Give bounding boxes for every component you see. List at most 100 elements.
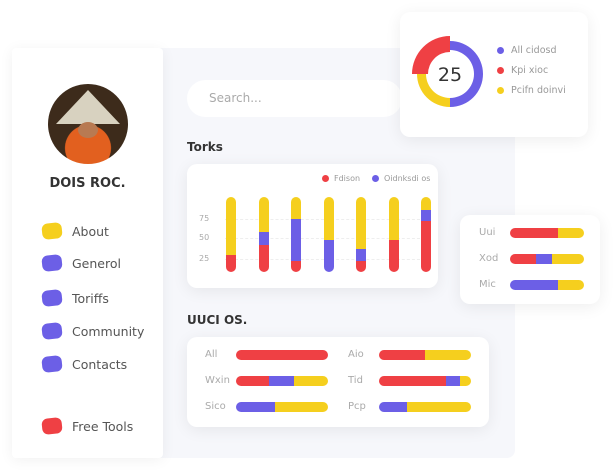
bar: [258, 197, 269, 272]
bar: [323, 197, 334, 272]
bar-label: Wxin: [205, 375, 230, 386]
bar: [421, 197, 431, 272]
bar-segment: [356, 260, 366, 272]
bar-segment: [379, 349, 425, 360]
sidebar-item-toriffs[interactable]: Toriffs: [41, 288, 109, 308]
torks-chart: Fdison Oidnksdi os 75 50 25: [187, 164, 438, 288]
bar-label: Xod: [479, 253, 499, 264]
nav-blob-icon: [41, 416, 63, 436]
bar-segment: [379, 375, 447, 386]
y-tick: 50: [199, 233, 210, 242]
bar-segment: [258, 197, 269, 232]
legend-label: Kpi xioc: [511, 65, 549, 76]
bar-label: Pcp: [348, 401, 366, 412]
bar-segment: [421, 209, 431, 221]
bar-row: Mic: [479, 279, 584, 290]
bar-segment: [388, 197, 399, 240]
bar-segment: [236, 349, 328, 360]
bar-segment: [406, 401, 471, 412]
avatar: [48, 84, 128, 164]
legend-item: Oidnksdi os: [372, 174, 430, 183]
bar-segment: [510, 279, 559, 290]
sidebar: DOIS ROC. About Generol Toriffs Community Co…: [12, 48, 163, 458]
bar-segment: [226, 197, 236, 255]
donut-chart: 25: [412, 36, 483, 107]
sidebar-item-label: About: [72, 223, 109, 239]
sidebar-item-community[interactable]: Community: [41, 321, 145, 341]
sidebar-item-label: Community: [72, 323, 145, 339]
bar-segment: [446, 375, 460, 386]
bar-segment: [293, 375, 328, 386]
bar-segment: [291, 197, 301, 219]
donut-slice-yellow: [417, 74, 450, 107]
legend-dot: [497, 87, 504, 94]
bar-segment: [388, 239, 399, 272]
nav-blob-icon: [41, 253, 63, 273]
bar-segment: [425, 349, 471, 360]
bar-segment: [558, 227, 584, 238]
bar-row: Xod: [479, 253, 584, 264]
bar-segment: [291, 260, 301, 272]
bar-segment: [510, 253, 536, 264]
bar: [379, 375, 471, 386]
search-input[interactable]: Search...: [187, 80, 402, 117]
bar: [510, 279, 584, 290]
bar-row: Tid: [348, 375, 471, 386]
nav-blob-icon: [41, 288, 63, 308]
bar-segment: [459, 375, 471, 386]
bar-segment: [323, 239, 334, 272]
sidebar-item-free-tools[interactable]: Free Tools: [41, 416, 134, 436]
bar: [236, 349, 328, 360]
donut-center-label: 25: [438, 64, 462, 86]
sidebar-item-label: Toriffs: [72, 290, 109, 306]
bar-label: All: [205, 349, 218, 360]
bar-row: All: [205, 349, 328, 360]
sidebar-item-generol[interactable]: Generol: [41, 253, 121, 273]
legend-item: Fdison: [322, 174, 360, 183]
uuci-title: UUCI OS.: [187, 313, 248, 327]
bar: [388, 197, 399, 272]
bar-segment: [269, 375, 294, 386]
sidebar-item-label: Free Tools: [72, 418, 134, 434]
bar-segment: [258, 231, 269, 245]
bar-row: Uui: [479, 227, 584, 238]
y-tick: 25: [199, 254, 210, 263]
bar-label: Aio: [348, 349, 364, 360]
bar-segment: [291, 218, 301, 261]
sidebar-item-about[interactable]: About: [41, 221, 109, 241]
legend-item: All cidosd: [497, 45, 566, 56]
bar-segment: [236, 401, 275, 412]
bar-segment: [510, 227, 559, 238]
bar-segment: [226, 254, 236, 272]
legend-label: Pcifn doinvi: [511, 85, 566, 96]
bar: [226, 197, 236, 272]
bar: [379, 349, 471, 360]
sidebar-item-label: Contacts: [72, 356, 128, 372]
legend-dot: [497, 47, 504, 54]
bar-row: Aio: [348, 349, 471, 360]
bar-segment: [356, 197, 366, 249]
donut-legend: All cidosd Kpi xioc Pcifn doinvi: [497, 45, 566, 105]
bar-segment: [379, 401, 407, 412]
bar-segment: [258, 245, 269, 272]
legend-dot: [322, 175, 329, 182]
profile-name: DOIS ROC.: [49, 176, 126, 191]
bar-segment: [356, 248, 366, 261]
sidebar-item-contacts[interactable]: Contacts: [41, 354, 128, 374]
bar-label: Mic: [479, 279, 496, 290]
nav-blob-icon: [41, 321, 63, 341]
bar: [379, 401, 471, 412]
bar-segment: [274, 401, 328, 412]
bar-segment: [421, 197, 431, 210]
y-tick: 75: [199, 214, 210, 223]
legend-dot: [372, 175, 379, 182]
bar: [291, 197, 301, 272]
bar-label: Sico: [205, 401, 226, 412]
bar: [510, 227, 584, 238]
bar-segment: [535, 253, 553, 264]
donut-slice-red: [412, 36, 450, 74]
bar: [236, 401, 328, 412]
bar: [356, 197, 366, 272]
legend-label: All cidosd: [511, 45, 557, 56]
donut-card: 25 All cidosd Kpi xioc Pcifn doinvi: [400, 12, 588, 137]
